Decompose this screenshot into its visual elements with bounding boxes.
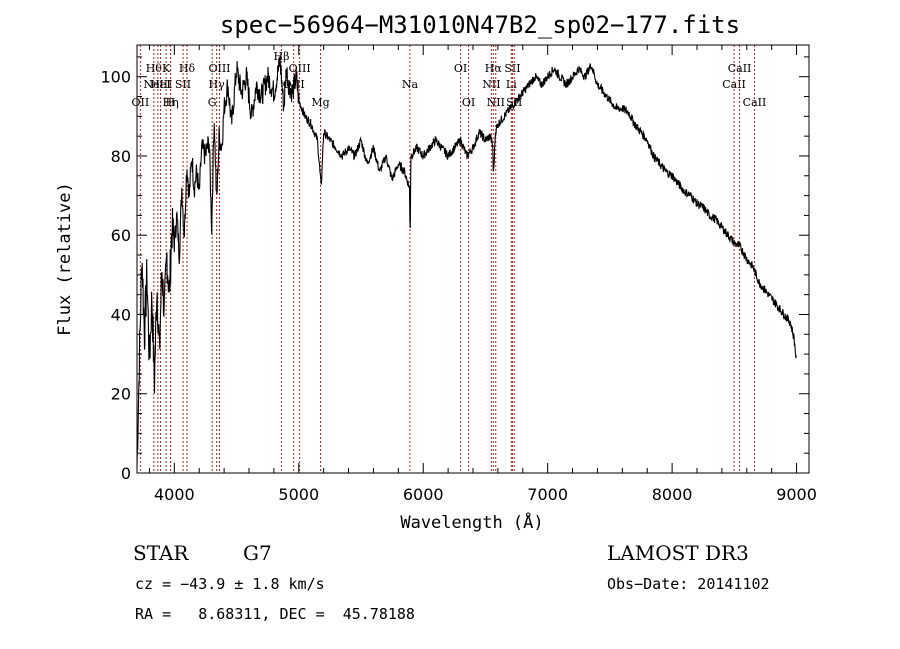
y-tick-label: 60 <box>111 226 131 245</box>
coordinates: RA = 8.68311, DEC = 45.78188 <box>135 605 415 623</box>
obs-date: Obs−Date: 20141102 <box>607 575 770 593</box>
spectral-subclass: G7 <box>243 541 272 565</box>
emission-line-label: SII <box>175 78 191 91</box>
x-tick-label: 6000 <box>403 485 444 504</box>
y-axis: 0 20 40 60 80 100 <box>100 56 809 483</box>
emission-line-label: CaII <box>728 62 752 75</box>
x-tick-label: 4000 <box>154 485 195 504</box>
y-tick-label: 40 <box>111 305 131 324</box>
x-tick-label: 9000 <box>776 485 817 504</box>
y-tick-label: 100 <box>100 68 131 87</box>
survey-name: LAMOST DR3 <box>607 541 749 565</box>
y-axis-label: Flux (relative) <box>55 182 75 336</box>
object-class: STAR <box>133 541 189 565</box>
redshift-text: cz = −43.9 ± 1.8 km/s <box>135 575 325 593</box>
emission-line-label: G <box>208 96 217 109</box>
spectrum-series <box>136 55 797 466</box>
y-tick-label: 0 <box>121 464 131 483</box>
emission-line-label: OI <box>462 96 475 109</box>
emission-line-label: OII <box>132 96 150 109</box>
emission-line-label: Na <box>402 78 419 91</box>
y-tick-label: 80 <box>111 147 131 166</box>
emission-line-label: HeI <box>150 78 170 91</box>
emission-line-label: Mg <box>311 96 329 109</box>
emission-line-label: NII <box>487 96 505 109</box>
emission-line-label: NeIII <box>143 78 172 91</box>
emission-line-label: NII <box>482 78 500 91</box>
emission-line-label: OIII <box>208 62 230 75</box>
emission-line-label: Hγ <box>209 78 226 91</box>
emission-line-label: K <box>162 62 171 75</box>
emission-line-label: Li <box>506 78 517 91</box>
y-tick-label: 20 <box>111 385 131 404</box>
emission-line-label: CaII <box>743 96 767 109</box>
x-axis: 4000 5000 6000 7000 8000 9000 <box>148 45 817 504</box>
emission-line-label: Hδ <box>179 62 196 75</box>
x-tick-label: 7000 <box>527 485 568 504</box>
emission-line-label: SII <box>504 62 520 75</box>
emission-line-label: Hθ <box>146 62 163 75</box>
plot-frame <box>136 44 810 474</box>
x-tick-label: 5000 <box>278 485 319 504</box>
spectrum-line <box>136 55 797 466</box>
x-tick-label: 8000 <box>652 485 693 504</box>
chart-title: spec−56964−M31010N47B2_sp02−177.fits <box>220 11 740 39</box>
emission-line-markers: OIIHθNeIIIHeIKHηHSIIHδGHγOIIIHβOIIIOIIIM… <box>132 45 767 473</box>
emission-line-label: H <box>166 96 176 109</box>
emission-line-label: OIII <box>289 62 311 75</box>
emission-line-label: Hα <box>485 62 503 75</box>
emission-line-label: Hβ <box>274 50 290 63</box>
x-axis-label: Wavelength (Å) <box>400 511 543 533</box>
emission-line-label: CaII <box>722 78 746 91</box>
emission-line-label: OI <box>454 62 467 75</box>
